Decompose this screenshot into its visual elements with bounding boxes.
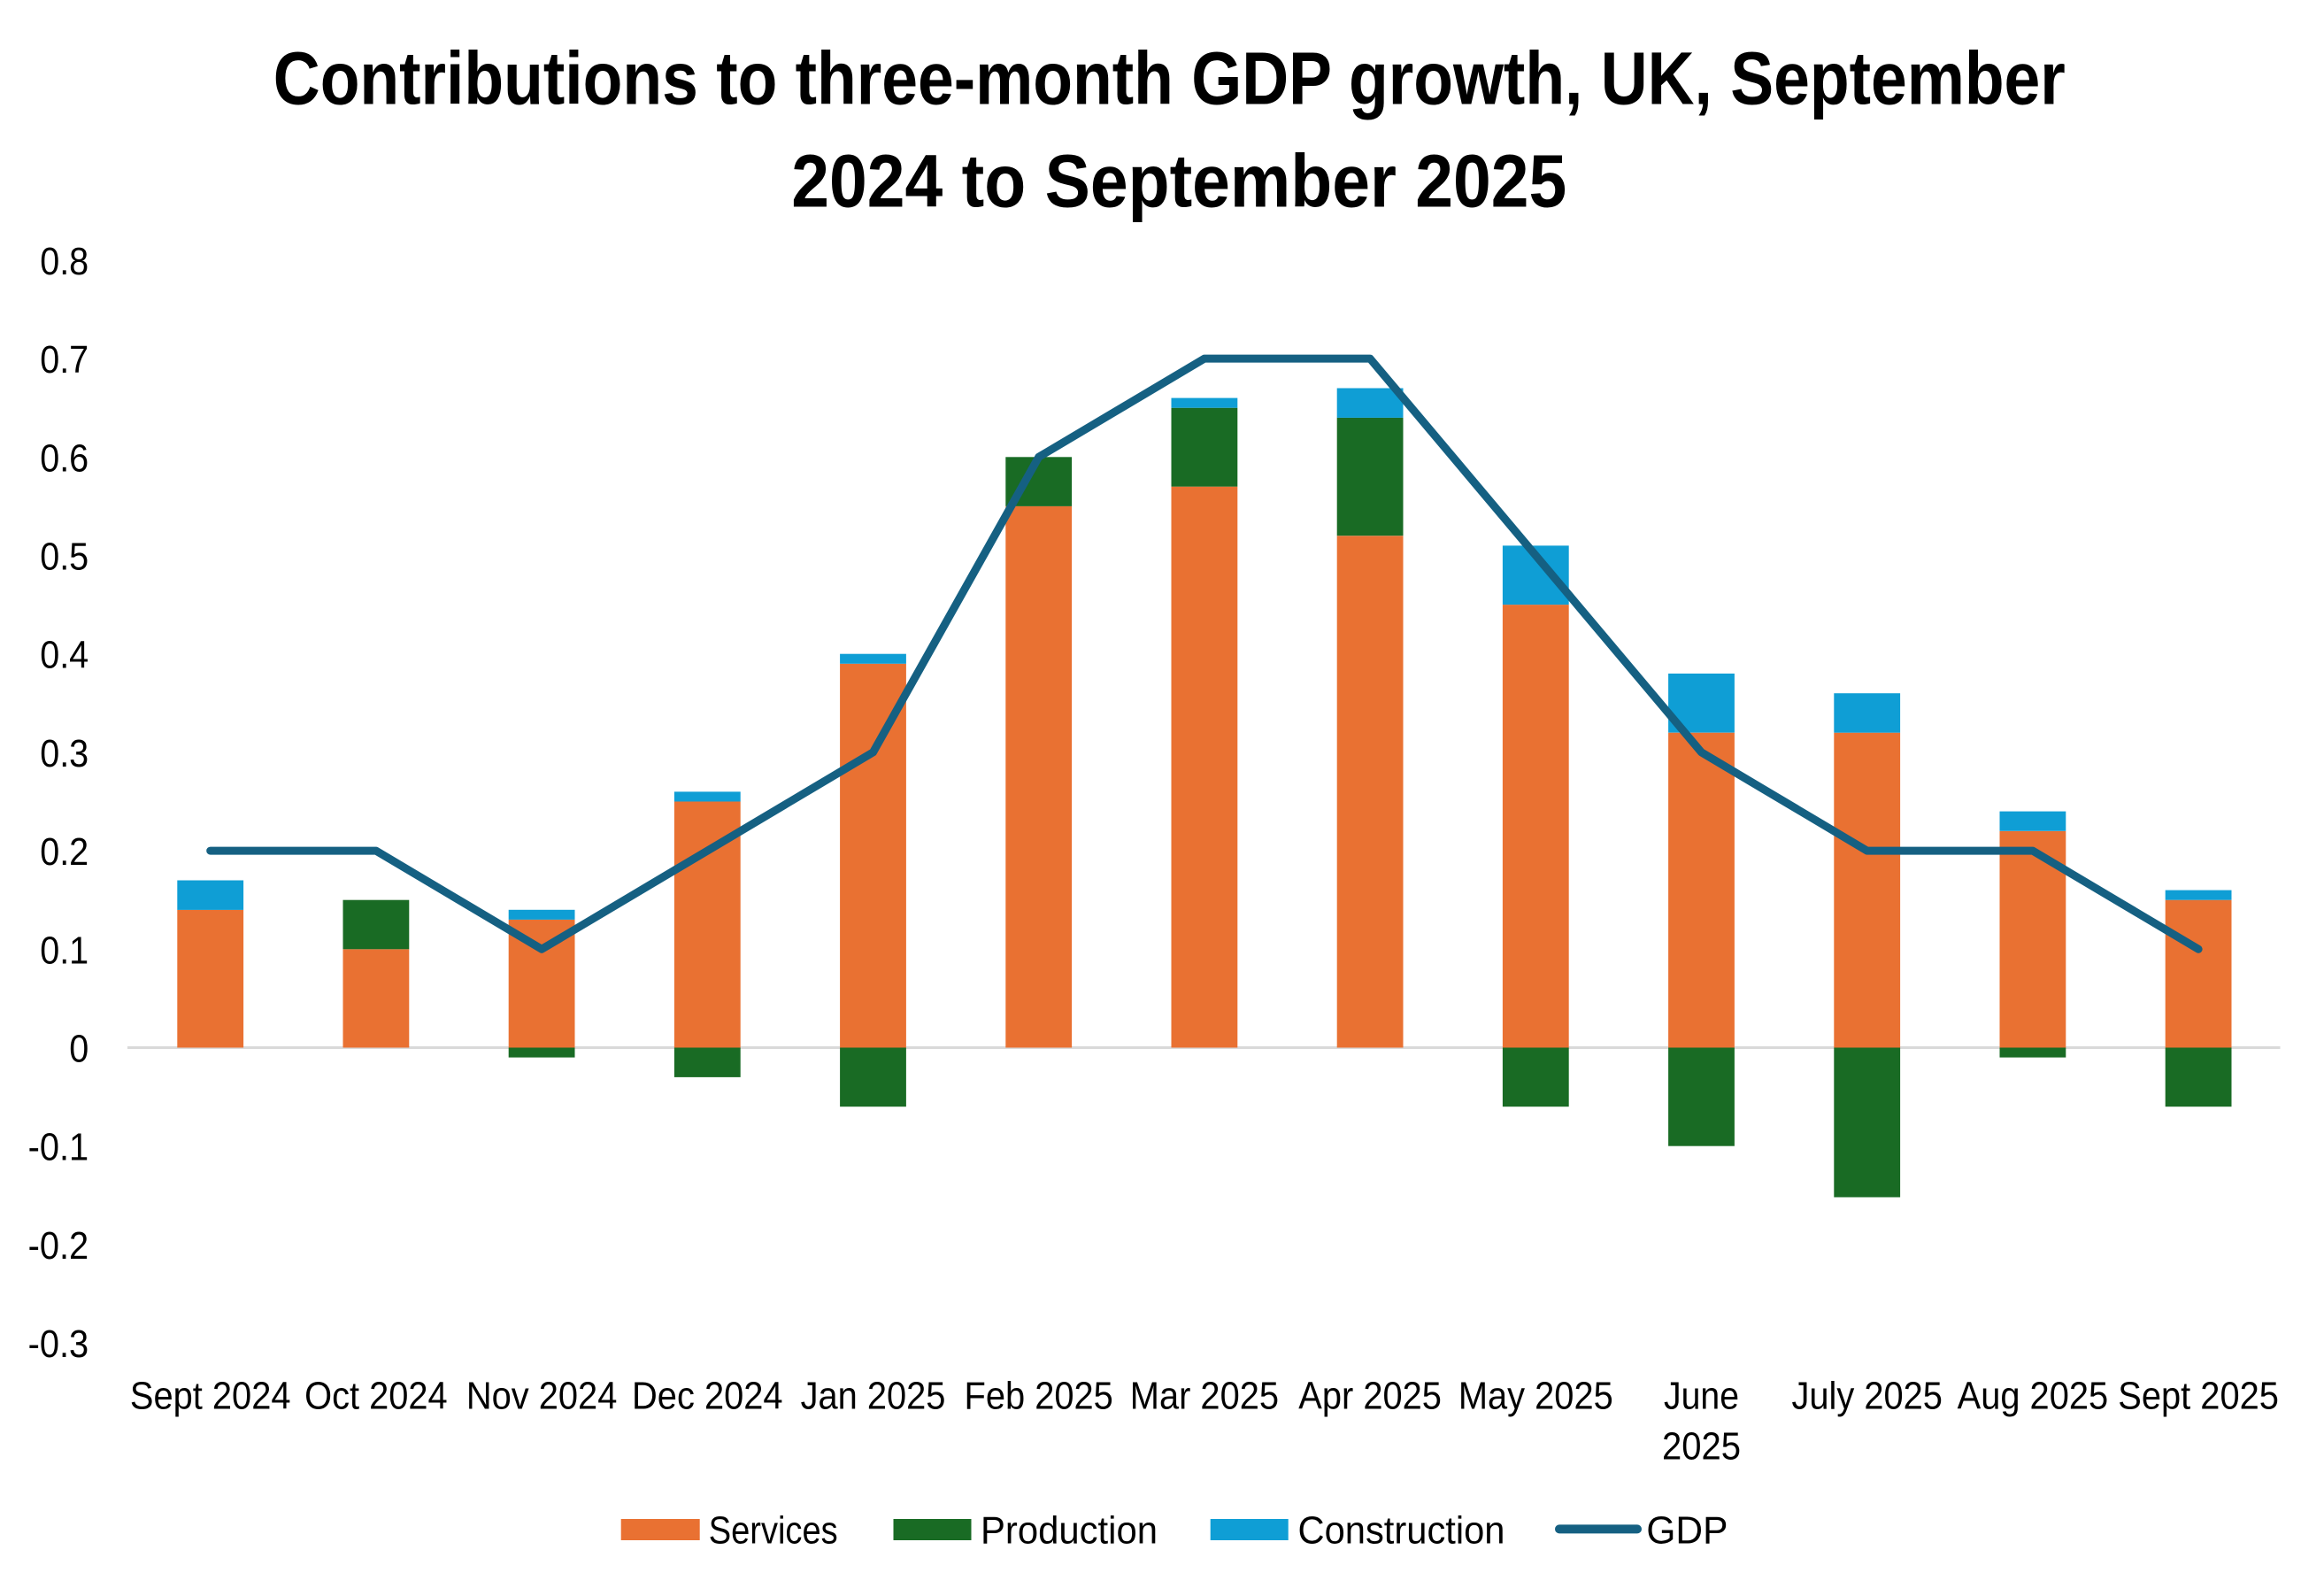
svg-text:Mar 2025: Mar 2025	[1130, 1375, 1279, 1418]
svg-text:-0.2: -0.2	[28, 1224, 89, 1268]
svg-text:Construction: Construction	[1298, 1509, 1505, 1553]
svg-text:Nov 2024: Nov 2024	[466, 1375, 618, 1418]
svg-text:Dec 2024: Dec 2024	[632, 1375, 783, 1418]
svg-text:Jan 2025: Jan 2025	[801, 1375, 946, 1418]
svg-text:Apr 2025: Apr 2025	[1298, 1375, 1442, 1418]
svg-text:Oct 2024: Oct 2024	[304, 1375, 448, 1418]
svg-text:0.2: 0.2	[40, 830, 88, 874]
svg-text:0.4: 0.4	[40, 634, 88, 677]
svg-text:Aug 2025: Aug 2025	[1958, 1375, 2109, 1418]
svg-text:0.7: 0.7	[40, 338, 88, 382]
svg-text:Production: Production	[981, 1509, 1158, 1553]
svg-text:0: 0	[69, 1028, 88, 1071]
svg-text:Services: Services	[709, 1509, 838, 1553]
svg-text:GDP: GDP	[1646, 1509, 1728, 1553]
svg-text:-0.1: -0.1	[28, 1126, 89, 1169]
svg-text:2025: 2025	[1662, 1425, 1741, 1469]
svg-text:-0.3: -0.3	[28, 1322, 89, 1366]
svg-text:0.6: 0.6	[40, 436, 88, 480]
svg-text:Contributions to three-month G: Contributions to three-month GDP growth,…	[273, 37, 2066, 120]
svg-text:0.5: 0.5	[40, 536, 88, 579]
svg-text:2024 to September 2025: 2024 to September 2025	[791, 140, 1566, 223]
svg-text:Sept 2025: Sept 2025	[2118, 1375, 2279, 1418]
svg-text:July 2025: July 2025	[1791, 1375, 1943, 1418]
svg-text:Sept 2024: Sept 2024	[130, 1375, 291, 1418]
svg-text:June: June	[1664, 1375, 1739, 1418]
svg-text:Feb 2025: Feb 2025	[965, 1375, 1113, 1418]
svg-text:0.3: 0.3	[40, 732, 88, 775]
svg-text:0.1: 0.1	[40, 929, 88, 972]
svg-text:May 2025: May 2025	[1458, 1375, 1613, 1418]
svg-text:0.8: 0.8	[40, 240, 88, 283]
